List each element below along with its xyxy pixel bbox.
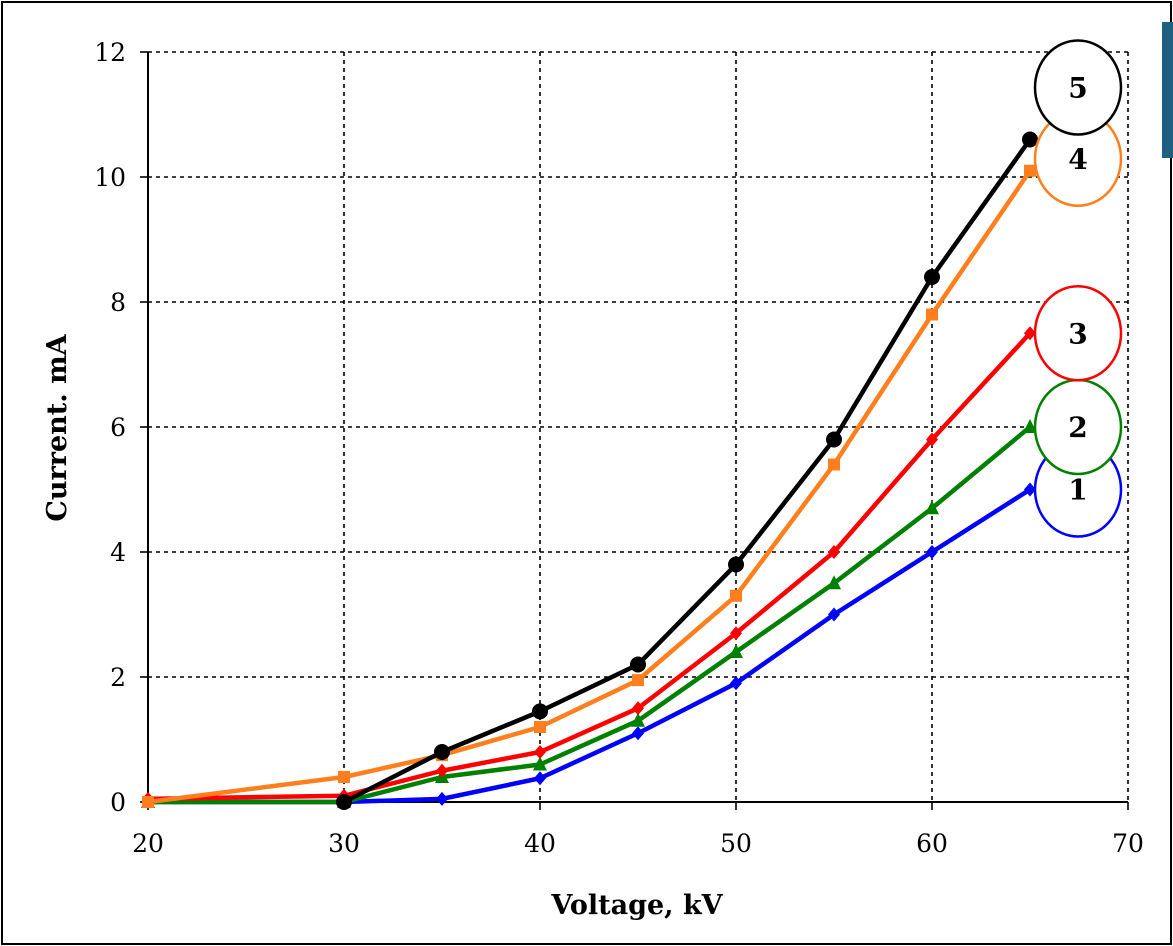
y-tick-label: 4	[110, 538, 126, 567]
axes	[140, 51, 1129, 810]
y-tick-labels: 0 2 4 6 8 10 12	[94, 38, 126, 817]
data-point	[630, 656, 646, 673]
data-point	[632, 726, 644, 741]
data-point	[924, 269, 940, 285]
x-tick-label: 30	[328, 829, 360, 858]
series-line	[145, 331, 1033, 802]
series-line	[145, 168, 1033, 805]
data-point	[436, 791, 448, 806]
x-tick-labels: 20 30 40 50 60 70	[132, 829, 1144, 858]
x-tick-label: 60	[916, 829, 948, 858]
legend-label: 4	[1068, 143, 1087, 176]
data-point	[534, 721, 546, 733]
data-point	[730, 676, 742, 691]
data-point	[142, 796, 154, 808]
legend-item-3: 3	[1033, 285, 1123, 382]
series-5	[336, 131, 1038, 810]
data-point	[533, 756, 547, 771]
data-point	[632, 701, 644, 716]
legend-label: 5	[1068, 72, 1087, 105]
data-point	[1024, 482, 1036, 497]
data-point	[925, 500, 939, 515]
y-tick-label: 10	[94, 163, 126, 192]
data-point	[532, 703, 548, 720]
legend-label: 3	[1068, 317, 1087, 350]
data-point	[1022, 131, 1038, 148]
y-tick-label: 12	[94, 38, 126, 67]
x-tick-label: 20	[132, 829, 164, 858]
data-point	[826, 431, 842, 448]
data-point	[828, 607, 840, 622]
data-point	[828, 458, 840, 471]
data-point	[336, 794, 352, 810]
data-point	[436, 763, 448, 778]
data-point	[1024, 164, 1036, 177]
series-line	[145, 424, 1033, 805]
data-point	[1023, 419, 1037, 433]
data-point	[730, 589, 742, 602]
legend-item-4: 4	[1033, 110, 1123, 207]
y-tick-label: 8	[110, 288, 126, 317]
legend-label: 2	[1068, 411, 1087, 444]
data-point	[730, 626, 742, 641]
data-point	[926, 432, 938, 447]
data-point	[828, 545, 840, 559]
data-point	[729, 644, 743, 658]
x-tick-label: 40	[524, 829, 556, 858]
x-axis-label: Voltage, kV	[550, 890, 723, 921]
legend-item-2: 2	[1033, 378, 1123, 476]
y-tick-label: 2	[110, 663, 126, 692]
series-4	[142, 164, 1036, 808]
data-point	[728, 556, 744, 573]
corner-accent	[1162, 22, 1173, 158]
legend-circle	[1033, 39, 1123, 136]
data-point	[434, 744, 450, 760]
y-axis-label: Current. mA	[42, 333, 73, 521]
series-3	[142, 326, 1036, 806]
legend-circle	[1033, 285, 1123, 382]
legend-item-5: 5	[1033, 39, 1123, 136]
legend: 1 2 3 4 5	[1033, 39, 1123, 538]
data-point	[534, 771, 546, 786]
data-point	[534, 745, 546, 759]
y-tick-label: 6	[110, 413, 126, 442]
data-point	[1024, 326, 1036, 341]
series-2	[141, 419, 1037, 808]
series-line	[341, 137, 1033, 805]
series-lines	[141, 131, 1038, 810]
data-point	[632, 674, 644, 687]
data-point	[926, 545, 938, 559]
y-tick-label: 0	[110, 788, 126, 817]
data-point	[631, 712, 645, 727]
x-tick-label: 50	[720, 829, 752, 858]
data-point	[827, 575, 841, 590]
gridlines	[148, 51, 1129, 802]
data-point	[338, 771, 350, 783]
legend-label: 1	[1068, 474, 1087, 507]
data-point	[926, 308, 938, 321]
x-tick-label: 70	[1112, 829, 1144, 858]
